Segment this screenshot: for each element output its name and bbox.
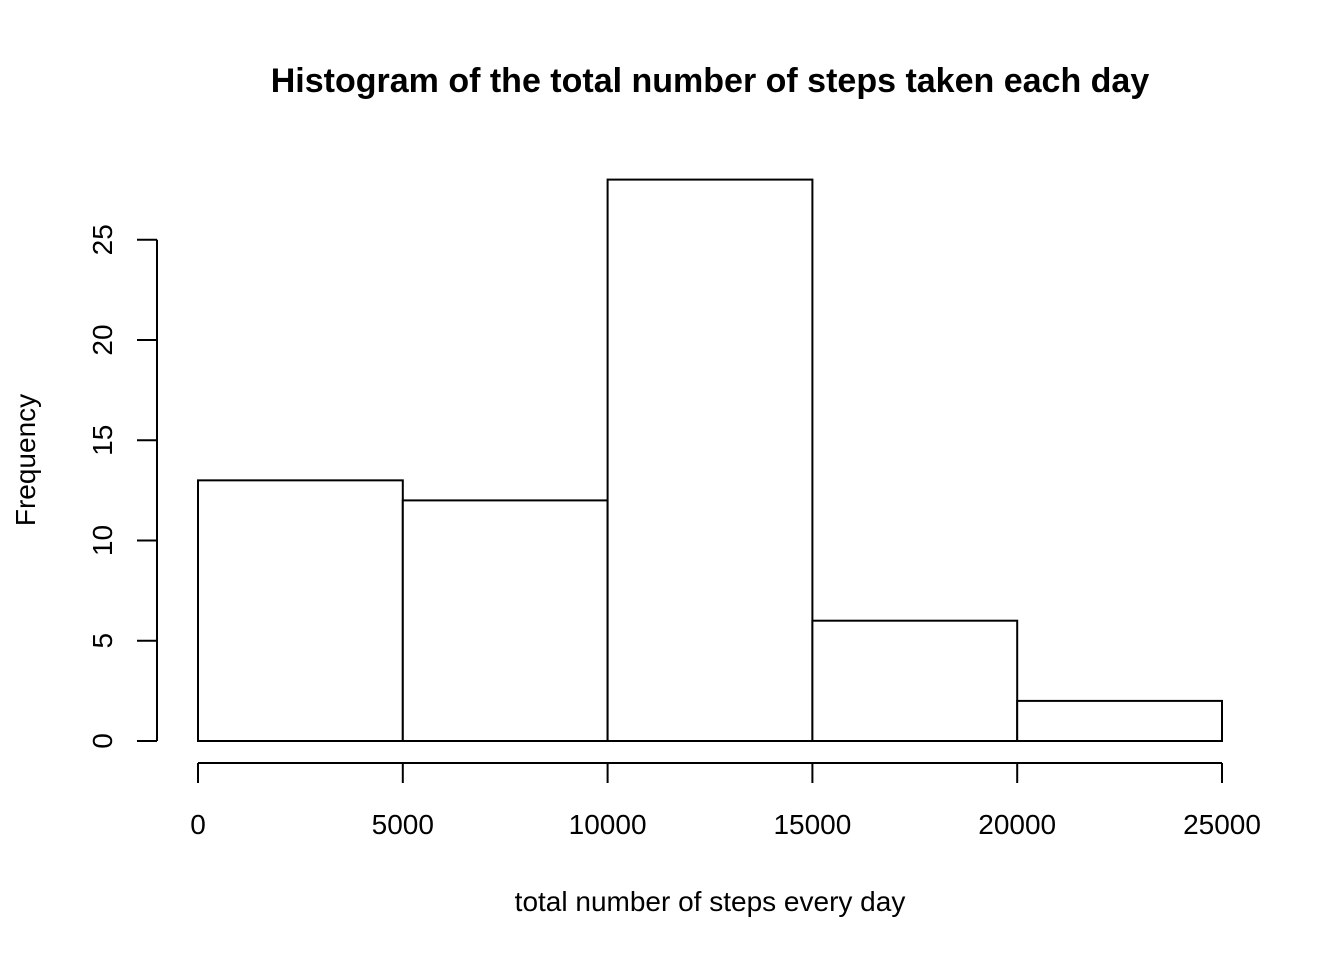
x-tick-label-4: 20000 bbox=[978, 809, 1056, 840]
y-tick-label-1: 5 bbox=[87, 633, 118, 649]
bar-0 bbox=[197, 479, 404, 742]
y-axis: 0 5 10 15 20 25 bbox=[87, 224, 158, 749]
bar-1 bbox=[401, 499, 609, 742]
x-tick-label-5: 25000 bbox=[1183, 809, 1261, 840]
chart-title: Histogram of the total number of steps t… bbox=[271, 62, 1150, 100]
bar-2 bbox=[606, 178, 814, 743]
y-tick-label-2: 10 bbox=[87, 525, 118, 556]
bar-3 bbox=[811, 619, 1019, 743]
x-axis: 0 5000 10000 15000 20000 25000 bbox=[190, 762, 1261, 840]
x-tick-label-2: 10000 bbox=[569, 809, 647, 840]
x-tick-label-0: 0 bbox=[190, 809, 206, 840]
y-tick-label-0: 0 bbox=[87, 733, 118, 749]
y-tick-label-3: 15 bbox=[87, 425, 118, 456]
bar-4 bbox=[1016, 699, 1224, 743]
x-axis-label: total number of steps every day bbox=[515, 886, 906, 917]
x-tick-label-1: 5000 bbox=[372, 809, 434, 840]
x-tick-label-3: 15000 bbox=[773, 809, 851, 840]
y-tick-label-5: 25 bbox=[87, 224, 118, 255]
bars-group bbox=[197, 178, 1224, 743]
y-axis-label: Frequency bbox=[10, 394, 41, 526]
y-tick-label-4: 20 bbox=[87, 324, 118, 355]
